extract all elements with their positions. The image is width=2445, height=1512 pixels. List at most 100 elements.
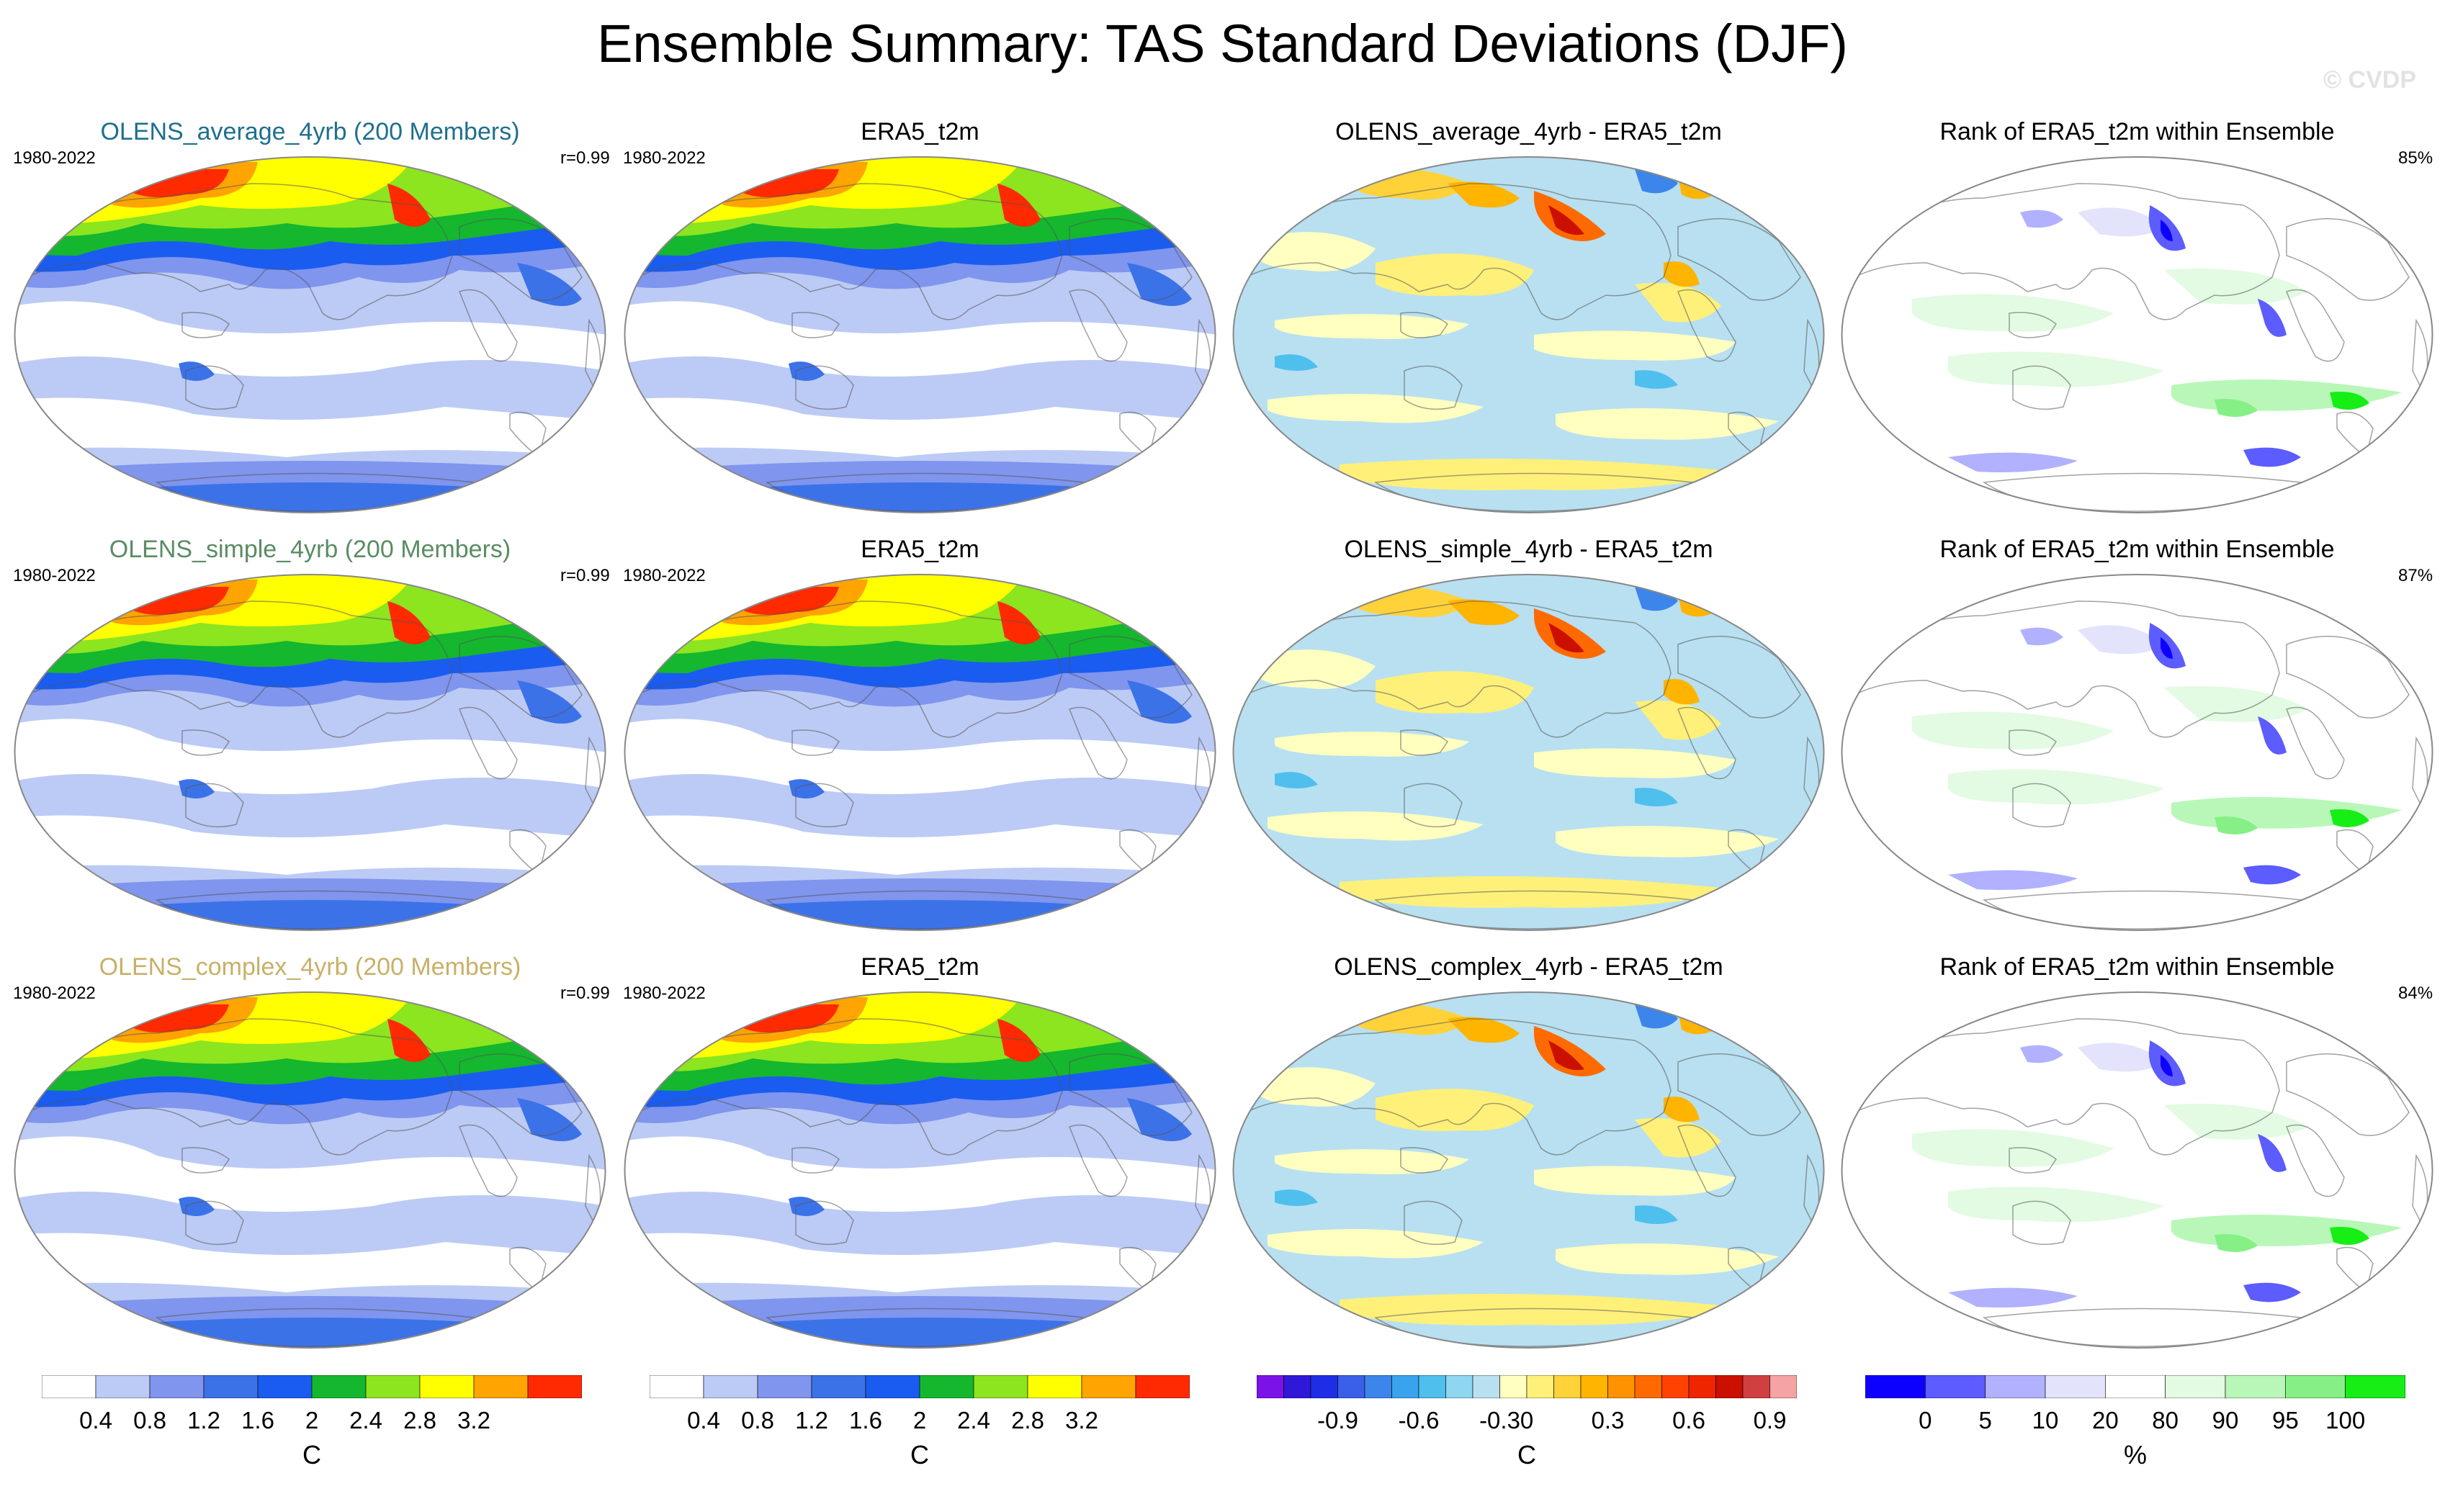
rank-colorbar-tick: 100 — [2325, 1407, 2366, 1434]
diff-colorbar-swatch — [1283, 1374, 1311, 1399]
ensemble-panel-title: OLENS_average_4yrb (200 Members) — [100, 118, 520, 145]
rank-colorbar: 0 5 10 20 80 90 95 100% — [1865, 1374, 2406, 1512]
difference-map — [1232, 574, 1825, 931]
sd-colorbar-obs-unit: C — [910, 1440, 929, 1470]
rank-colorbar-swatch — [1925, 1374, 1986, 1399]
sd-colorbar-swatch — [473, 1374, 529, 1399]
sd-colorbar-unit: C — [302, 1440, 321, 1470]
difference-map — [1232, 156, 1825, 513]
sd-colorbar-swatch — [203, 1374, 259, 1399]
sd-colorbar-obs-tick: 2 — [912, 1407, 927, 1434]
sd-colorbar-tick: 0.8 — [133, 1407, 166, 1434]
diff-colorbar-swatch — [1688, 1374, 1716, 1399]
rank-colorbar-swatches — [1865, 1374, 2406, 1399]
rank-panel-title: Rank of ERA5_t2m within Ensemble — [1939, 953, 2335, 981]
diff-colorbar-swatch — [1634, 1374, 1662, 1399]
sd-colorbar-obs-swatch — [649, 1374, 704, 1399]
rank-colorbar-swatch — [2165, 1374, 2226, 1399]
sd-colorbar-tick: 0.4 — [79, 1407, 112, 1434]
rank-colorbar-tick: 90 — [2212, 1407, 2239, 1434]
diff-colorbar-unit: C — [1517, 1440, 1536, 1470]
diff-colorbar-swatch — [1526, 1374, 1554, 1399]
rank-colorbar-swatch — [1865, 1374, 1926, 1399]
sd-colorbar-obs-swatch — [811, 1374, 866, 1399]
diff-colorbar-swatch — [1418, 1374, 1446, 1399]
sd-colorbar-swatch — [419, 1374, 475, 1399]
sd-colorbar-obs-swatch — [865, 1374, 920, 1399]
sd-colorbar-swatch — [41, 1374, 97, 1399]
ensemble-sd-map — [14, 574, 606, 931]
sd-colorbar-obs-swatches — [649, 1374, 1190, 1399]
sd-colorbar-tick: 1.6 — [241, 1407, 274, 1434]
rank-colorbar-tick: 0 — [1919, 1407, 1932, 1434]
sd-colorbar-obs: 0.4 0.8 1.2 1.6 2 2.4 2.8 3.2 C — [649, 1374, 1190, 1512]
sd-colorbar-obs-swatch — [757, 1374, 812, 1399]
sd-colorbar-obs-swatch — [1135, 1374, 1190, 1399]
sd-colorbar-obs-swatch — [973, 1374, 1028, 1399]
sd-colorbar-tick: 3.2 — [457, 1407, 490, 1434]
obs-sd-map — [624, 991, 1216, 1349]
sd-colorbar-obs-tick: 0.4 — [687, 1407, 720, 1434]
diff-colorbar-swatch — [1364, 1374, 1392, 1399]
sd-colorbar-tick: 1.2 — [187, 1407, 220, 1434]
diff-colorbar-tick: 0 — [1520, 1407, 1534, 1434]
rank-colorbar-swatch — [1985, 1374, 2046, 1399]
sd-colorbar-swatch — [149, 1374, 205, 1399]
sd-colorbar: 0.4 0.8 1.2 1.6 2 2.4 2.8 3.2 C — [41, 1374, 583, 1512]
rank-colorbar-unit: % — [2123, 1440, 2148, 1470]
sd-colorbar-obs-tick: 0.8 — [741, 1407, 774, 1434]
sd-colorbar-swatch — [95, 1374, 151, 1399]
sd-colorbar-tick: 2 — [305, 1407, 319, 1434]
sd-colorbar-obs-tick: 1.2 — [795, 1407, 828, 1434]
diff-panel-title: OLENS_average_4yrb - ERA5_t2m — [1335, 118, 1722, 145]
obs-panel-title: ERA5_t2m — [861, 118, 979, 145]
rank-map — [1841, 574, 2433, 931]
sd-colorbar-obs-tick: 2.8 — [1011, 1407, 1044, 1434]
rank-colorbar-tick: 95 — [2271, 1407, 2299, 1434]
rank-colorbar-swatch — [2225, 1374, 2286, 1399]
sd-colorbar-obs-tick: 1.6 — [849, 1407, 882, 1434]
diff-colorbar-swatch — [1661, 1374, 1690, 1399]
diff-colorbar-swatch — [1445, 1374, 1473, 1399]
rank-colorbar-tick: 80 — [2152, 1407, 2179, 1434]
ensemble-sd-map — [14, 991, 606, 1349]
diff-colorbar-swatch — [1337, 1374, 1365, 1399]
ensemble-years-label: 1980-2022 — [13, 566, 96, 585]
rank-panel-title: Rank of ERA5_t2m within Ensemble — [1939, 118, 2335, 145]
sd-colorbar-swatches — [41, 1374, 583, 1399]
obs-sd-map — [624, 156, 1216, 513]
sd-colorbar-swatch — [365, 1374, 421, 1399]
sd-colorbar-obs-swatch — [703, 1374, 758, 1399]
diff-colorbar: -0.9 -0.6 -0.3 0 0.3 0.6 0.9 C — [1256, 1374, 1798, 1512]
diff-colorbar-tick: 0.9 — [1753, 1407, 1787, 1434]
sd-colorbar-swatch — [311, 1374, 367, 1399]
obs-years-label: 1980-2022 — [623, 984, 706, 1003]
ensemble-panel-title: OLENS_complex_4yrb (200 Members) — [99, 953, 521, 981]
obs-years-label: 1980-2022 — [623, 566, 706, 585]
obs-sd-map — [624, 574, 1216, 931]
rank-colorbar-swatch — [2045, 1374, 2106, 1399]
diff-colorbar-swatch — [1580, 1374, 1608, 1399]
diff-colorbar-tick: -0.9 — [1317, 1407, 1358, 1434]
sd-colorbar-obs-swatch — [1027, 1374, 1082, 1399]
sd-colorbar-obs-tick: 2.4 — [957, 1407, 990, 1434]
diff-colorbar-tick: 0.6 — [1672, 1407, 1705, 1434]
obs-years-label: 1980-2022 — [623, 148, 706, 168]
diff-colorbar-swatch — [1499, 1374, 1527, 1399]
sd-colorbar-tick: 2.4 — [349, 1407, 382, 1434]
diff-colorbar-swatch — [1769, 1374, 1798, 1399]
sd-colorbar-obs-tick: 3.2 — [1065, 1407, 1098, 1434]
diff-panel-title: OLENS_complex_4yrb - ERA5_t2m — [1334, 953, 1723, 981]
ensemble-years-label: 1980-2022 — [13, 984, 96, 1003]
cvdp-watermark: © CVDP — [2323, 66, 2416, 94]
rank-colorbar-swatch — [2285, 1374, 2346, 1399]
rank-colorbar-tick: 5 — [1978, 1407, 1992, 1434]
figure-title: Ensemble Summary: TAS Standard Deviation… — [597, 14, 1848, 73]
sd-colorbar-obs-swatch — [919, 1374, 974, 1399]
obs-panel-title: ERA5_t2m — [861, 953, 979, 981]
diff-colorbar-swatch — [1715, 1374, 1744, 1399]
sd-colorbar-tick: 2.8 — [403, 1407, 436, 1434]
ensemble-correlation-label: r=0.99 — [560, 148, 610, 168]
sd-colorbar-obs-swatch — [1081, 1374, 1136, 1399]
rank-map — [1841, 991, 2433, 1349]
